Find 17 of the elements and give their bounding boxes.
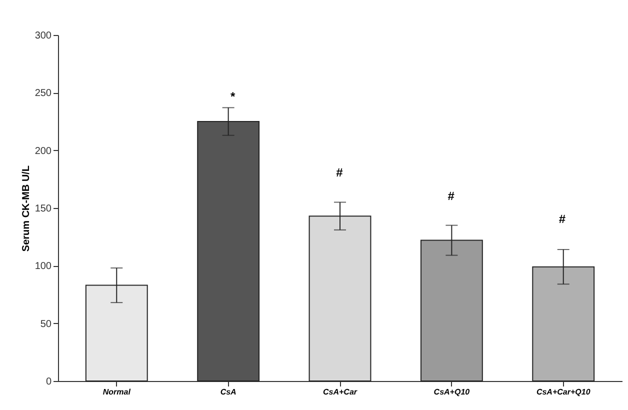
y-tick-label: 50 — [40, 318, 52, 330]
y-tick-label: 250 — [34, 88, 52, 100]
y-tick-label: 150 — [34, 204, 52, 214]
y-axis-title: Serum CK-MB U/L — [20, 165, 32, 252]
y-tick-label: 100 — [34, 261, 52, 272]
x-tick-label: CsA+Q10 — [434, 388, 470, 396]
y-tick-label: 300 — [34, 30, 52, 42]
x-tick-label: Normal — [102, 388, 132, 396]
x-tick-label: CsA — [220, 388, 237, 396]
x-tick-label: CsA+Car — [322, 388, 358, 396]
annotation: # — [558, 212, 566, 226]
annotation: # — [336, 165, 344, 180]
y-tick-label: 0 — [46, 376, 52, 388]
annotation: # — [448, 189, 455, 204]
y-tick-label: 200 — [34, 146, 52, 157]
x-tick-label: CsA+Car+Q10 — [536, 388, 591, 396]
annotation: * — [230, 90, 236, 104]
